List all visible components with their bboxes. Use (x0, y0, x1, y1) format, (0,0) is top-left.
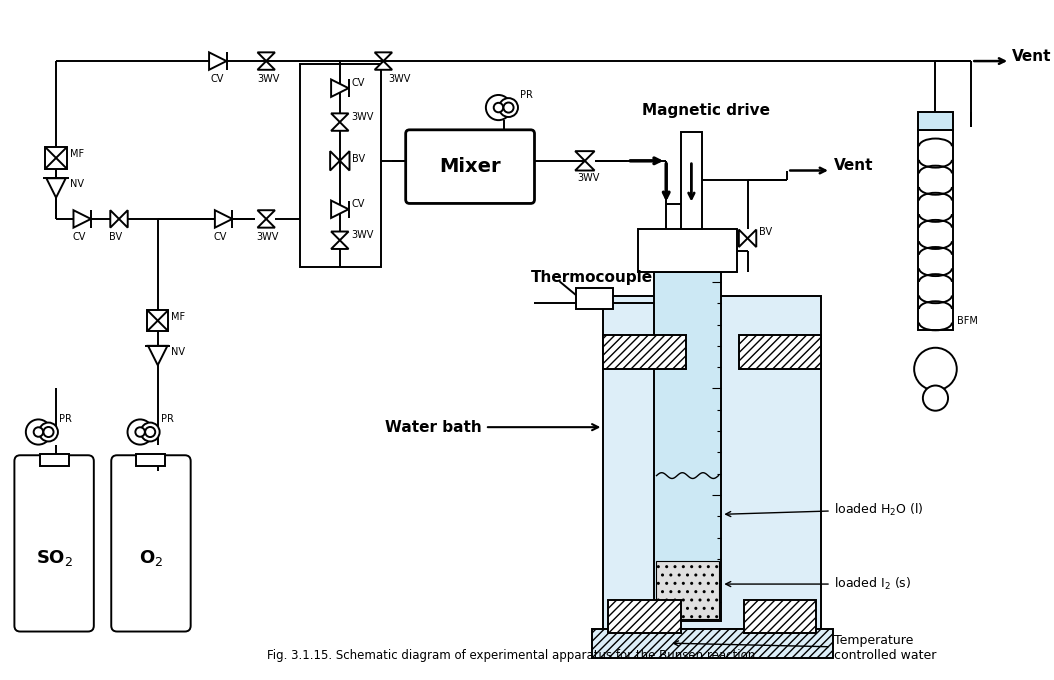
Polygon shape (339, 151, 350, 171)
Circle shape (500, 98, 518, 117)
Polygon shape (331, 240, 349, 249)
Circle shape (914, 347, 957, 390)
Text: Vent: Vent (834, 158, 874, 173)
Bar (656, 561, 720, 619)
Text: CV: CV (351, 199, 365, 209)
Text: Vent: Vent (1012, 49, 1052, 64)
Polygon shape (331, 114, 349, 122)
Polygon shape (374, 52, 392, 61)
Polygon shape (74, 210, 91, 228)
Circle shape (128, 420, 153, 445)
Text: BV: BV (352, 154, 366, 164)
Text: BV: BV (759, 228, 773, 237)
Bar (744, 600, 817, 634)
Text: 3WV: 3WV (578, 173, 600, 184)
Text: NV: NV (172, 347, 186, 356)
Polygon shape (257, 61, 275, 70)
FancyBboxPatch shape (406, 130, 534, 203)
Text: Thermocouple: Thermocouple (530, 269, 652, 284)
Polygon shape (46, 178, 65, 198)
Text: Magnetic drive: Magnetic drive (642, 103, 770, 118)
Circle shape (43, 427, 54, 437)
Polygon shape (747, 230, 757, 247)
Bar (300, 64, 380, 267)
Text: NV: NV (70, 179, 83, 189)
Text: BV: BV (110, 231, 122, 241)
Text: 3WV: 3WV (351, 231, 374, 241)
Circle shape (145, 427, 155, 437)
Circle shape (504, 103, 513, 113)
Text: Temperature
controlled water: Temperature controlled water (674, 634, 936, 662)
Circle shape (26, 420, 51, 445)
Bar (638, 228, 737, 272)
FancyBboxPatch shape (112, 455, 191, 632)
Polygon shape (575, 151, 594, 161)
Polygon shape (257, 210, 275, 219)
Bar (148, 310, 169, 331)
Circle shape (486, 95, 511, 120)
Text: Fig. 3.1.15. Schematic diagram of experimental apparatus for the Bunsen reaction: Fig. 3.1.15. Schematic diagram of experi… (267, 649, 759, 662)
Polygon shape (119, 210, 128, 228)
Text: PR: PR (160, 414, 174, 424)
Polygon shape (215, 210, 232, 228)
Text: BFM: BFM (957, 316, 978, 326)
Polygon shape (331, 122, 349, 131)
Text: MF: MF (172, 311, 186, 322)
Bar (681, 132, 702, 228)
Text: 3WV: 3WV (256, 231, 279, 241)
Polygon shape (111, 210, 119, 228)
Bar (603, 296, 821, 628)
Bar (918, 112, 953, 130)
Polygon shape (739, 230, 747, 247)
Polygon shape (330, 151, 339, 171)
FancyBboxPatch shape (15, 455, 94, 632)
Circle shape (493, 103, 503, 112)
Text: loaded I$_2$ (s): loaded I$_2$ (s) (726, 576, 911, 592)
Polygon shape (257, 52, 275, 61)
Circle shape (39, 422, 58, 441)
Polygon shape (331, 201, 349, 218)
Polygon shape (575, 161, 594, 171)
Bar (591, 628, 833, 658)
Bar (653, 272, 721, 621)
Bar (40, 454, 69, 466)
Text: SO$_2$: SO$_2$ (36, 548, 73, 568)
Text: Mixer: Mixer (440, 157, 501, 176)
Bar (45, 148, 66, 169)
Text: 3WV: 3WV (388, 73, 411, 84)
Text: PR: PR (520, 90, 533, 100)
Circle shape (923, 386, 948, 411)
Bar (577, 288, 613, 309)
Bar (410, 134, 530, 199)
Text: 3WV: 3WV (257, 73, 280, 84)
Text: PR: PR (59, 414, 72, 424)
Bar (136, 454, 165, 466)
Bar (918, 130, 953, 330)
Polygon shape (374, 61, 392, 70)
Polygon shape (331, 80, 349, 97)
Circle shape (34, 427, 43, 437)
Text: CV: CV (351, 78, 365, 88)
Polygon shape (331, 231, 349, 240)
Polygon shape (257, 219, 275, 228)
Text: CV: CV (214, 231, 228, 241)
Text: CV: CV (210, 73, 223, 84)
Polygon shape (148, 346, 168, 365)
Text: CV: CV (73, 231, 85, 241)
Text: O$_2$: O$_2$ (139, 548, 163, 568)
Bar (603, 335, 685, 369)
Text: loaded H$_2$O (l): loaded H$_2$O (l) (726, 501, 923, 517)
Text: 3WV: 3WV (351, 112, 374, 122)
Circle shape (135, 427, 144, 437)
Circle shape (141, 422, 159, 441)
Text: Water bath: Water bath (386, 420, 599, 435)
Bar (739, 335, 821, 369)
Polygon shape (209, 52, 227, 70)
Text: MF: MF (70, 149, 83, 159)
Bar (608, 600, 681, 634)
